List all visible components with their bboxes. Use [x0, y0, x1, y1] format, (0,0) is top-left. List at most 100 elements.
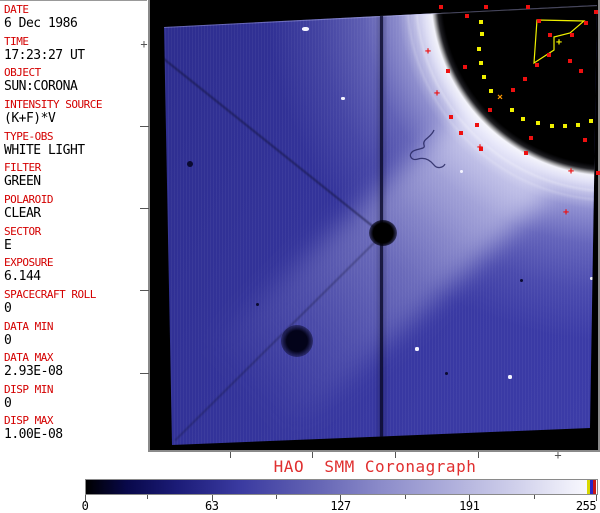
- red-star-marker: [548, 33, 552, 37]
- field-value: E: [4, 237, 12, 253]
- red-star-marker: [488, 108, 492, 112]
- bottom-tick-fiducial: [395, 452, 396, 458]
- field-time: TIME 17:23:27 UT: [4, 35, 146, 63]
- yellow-star-marker: [563, 124, 567, 128]
- bottom-plus-fiducial: +: [554, 448, 562, 462]
- left-tick-fiducial: [140, 373, 149, 374]
- red-star-marker: [535, 63, 539, 67]
- field-value: 2.93E-08: [4, 364, 63, 380]
- orange-x-marker: ×: [496, 92, 504, 103]
- colorbar-major-tick: [596, 495, 597, 501]
- star-markers: + + + + + + ×: [150, 0, 600, 450]
- dark-speck: [256, 303, 259, 306]
- field-label: DISP MIN: [4, 382, 53, 396]
- field-label: DATE: [4, 3, 29, 16]
- yellow-star-marker: [536, 121, 540, 125]
- red-star-marker: [446, 69, 450, 73]
- red-plus-marker: +: [567, 166, 575, 177]
- field-data-max: DATA MAX 2.93E-08: [4, 351, 146, 379]
- red-plus-marker: +: [424, 46, 432, 57]
- white-speck: [415, 347, 419, 351]
- bottom-tick-fiducial: [312, 452, 313, 458]
- field-value: GREEN: [4, 174, 41, 190]
- red-star-marker: [463, 65, 467, 69]
- colorbar-tick-label: 63: [205, 499, 219, 513]
- left-tick-fiducial: [140, 290, 149, 291]
- red-plus-marker: +: [433, 88, 441, 99]
- yellow-star-marker: [510, 108, 514, 112]
- pylon-occulter-blob: [369, 220, 397, 246]
- red-star-marker: [459, 131, 463, 135]
- yellow-plus-marker: +: [555, 37, 563, 48]
- field-data-min: DATA MIN 0: [4, 320, 146, 348]
- yellow-star-marker: [589, 119, 593, 123]
- field-type-obs: TYPE-OBS WHITE LIGHT: [4, 130, 146, 158]
- red-star-marker: [596, 171, 600, 175]
- yellow-star-marker: [576, 123, 580, 127]
- red-star-marker: [475, 123, 479, 127]
- colorbar-tick-label: 255: [575, 499, 597, 513]
- field-label: POLAROID: [4, 192, 53, 206]
- yellow-star-marker: [477, 47, 481, 51]
- squiggle-path: [409, 129, 446, 169]
- field-value: SUN:CORONA: [4, 79, 78, 95]
- field-label: SECTOR: [4, 224, 41, 238]
- red-star-marker: [523, 77, 527, 81]
- colorbar-end-stripe: [593, 480, 596, 494]
- field-disp-max: DISP MAX 1.00E-08: [4, 414, 146, 442]
- field-disp-min: DISP MIN 0: [4, 383, 146, 411]
- field-value: (K+F)*V: [4, 110, 56, 126]
- yellow-star-marker: [480, 32, 484, 36]
- image-frame: + + + + + + ×: [148, 0, 600, 452]
- red-star-marker: [594, 10, 598, 14]
- bottom-tick-fiducial: [230, 452, 231, 458]
- field-value: 1.00E-08: [4, 427, 63, 443]
- red-plus-marker: +: [562, 207, 570, 218]
- yellow-star-marker: [479, 61, 483, 65]
- white-speck: [341, 97, 345, 100]
- white-speck: [508, 375, 512, 379]
- yellow-star-marker: [479, 20, 483, 24]
- red-star-marker: [537, 19, 541, 23]
- red-star-marker: [529, 136, 533, 140]
- dark-speck: [445, 372, 448, 375]
- field-value: 0: [4, 300, 12, 316]
- left-plus-fiducial: +: [140, 37, 148, 51]
- field-label: DISP MAX: [4, 414, 53, 428]
- colorbar-major-tick: [212, 495, 213, 501]
- red-star-marker: [579, 69, 583, 73]
- red-star-marker: [484, 5, 488, 9]
- field-filter: FILTER GREEN: [4, 161, 146, 189]
- field-value: 17:23:27 UT: [4, 47, 85, 63]
- red-star-marker: [583, 138, 587, 142]
- field-polaroid: POLAROID CLEAR: [4, 193, 146, 221]
- caption-title: HAO SMM Coronagraph: [273, 457, 477, 476]
- field-object: OBJECT SUN:CORONA: [4, 66, 146, 94]
- dark-speck: [520, 279, 523, 282]
- red-star-marker: [524, 151, 528, 155]
- field-value: CLEAR: [4, 205, 41, 221]
- colorbar-gradient: [85, 479, 598, 495]
- colorbar-major-tick: [340, 495, 341, 501]
- colorbar-end-stripe: [590, 480, 593, 494]
- field-label: OBJECT: [4, 66, 41, 80]
- field-spacecraft-roll: SPACECRAFT ROLL 0: [4, 288, 146, 316]
- colorbar-major-tick: [469, 495, 470, 501]
- red-star-marker: [479, 147, 483, 151]
- field-label: INTENSITY SOURCE: [4, 97, 102, 111]
- field-exposure: EXPOSURE 6.144: [4, 256, 146, 284]
- field-label: DATA MIN: [4, 319, 53, 333]
- field-label: TIME: [4, 34, 29, 48]
- film-defect-squiggle: [409, 129, 446, 169]
- red-star-marker: [465, 14, 469, 18]
- colorbar-minor-tick: [276, 495, 277, 499]
- red-plus-marker: +: [476, 142, 484, 153]
- field-value: 6.144: [4, 269, 41, 285]
- colorbar-tick-label: 0: [81, 499, 89, 513]
- dark-blob: [281, 325, 313, 357]
- yellow-star-marker: [482, 75, 486, 79]
- yellow-star-marker: [550, 124, 554, 128]
- field-label: TYPE-OBS: [4, 129, 53, 143]
- field-intensity-source: INTENSITY SOURCE (K+F)*V: [4, 98, 146, 126]
- left-tick-fiducial: [140, 126, 149, 127]
